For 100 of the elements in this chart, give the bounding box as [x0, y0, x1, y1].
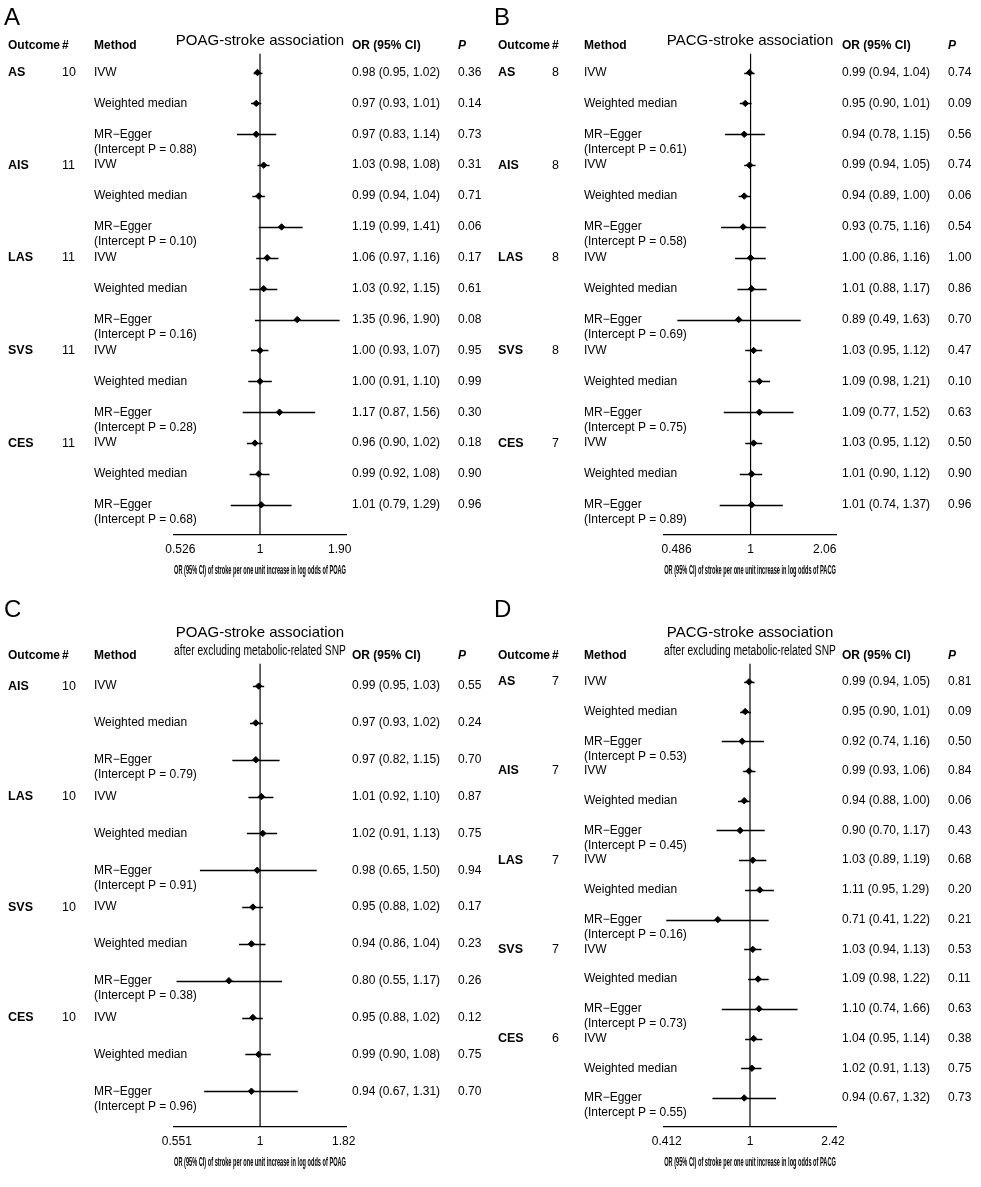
x-tick-label: 1 [746, 1133, 754, 1148]
text: 8 [552, 64, 559, 79]
point [256, 377, 264, 386]
text: 0.81 [948, 674, 972, 689]
y-tick-label: MR−Egger (Intercept P = 0.28) [94, 404, 197, 434]
text: 0.17 [458, 250, 482, 265]
text: 0.26 [458, 973, 482, 988]
x-axis-title: OR (95% CI) of stroke per one unit increase in log odds of POAG [174, 563, 346, 577]
data-label: 0.99 (0.94, 1.04) [842, 64, 931, 79]
point [249, 1013, 257, 1022]
text: Outcome [8, 38, 61, 53]
data-label: 0.99 (0.90, 1.08) [352, 1046, 441, 1061]
text: 10 [62, 678, 76, 693]
data-label: 0.95 (0.90, 1.01) [842, 95, 931, 110]
y-tick-label: IVW [584, 250, 608, 265]
text: 7 [552, 852, 559, 867]
y-tick-label: IVW [94, 64, 118, 79]
y-tick-label: MR−Egger (Intercept P = 0.16) [584, 911, 687, 941]
text: AIS [498, 157, 519, 172]
text: 0.95 [458, 342, 482, 357]
y-tick-label: IVW [584, 342, 608, 357]
chart-subtitle: after excluding metabolic-related SNP [664, 641, 836, 659]
text: 7 [552, 941, 559, 956]
text: 7 [552, 435, 559, 450]
x-axis-title: OR (95% CI) of stroke per one unit increase in log odds of PACG [664, 563, 836, 577]
text: 10 [62, 1010, 76, 1025]
data-label: 0.98 (0.95, 1.02) [352, 64, 441, 79]
text: AS [498, 674, 516, 689]
y-tick-label: MR−Egger (Intercept P = 0.73) [584, 1001, 687, 1031]
text: CES [8, 435, 34, 450]
point [734, 315, 743, 324]
y-tick-label: MR−Egger (Intercept P = 0.69) [584, 311, 687, 341]
y-tick-label: IVW [94, 678, 118, 693]
y-tick-label: Weighted median [584, 703, 678, 718]
text: 0.71 [458, 188, 482, 203]
text: 0.47 [948, 342, 972, 357]
text: 0.99 [458, 373, 482, 388]
data-label: 1.03 (0.94, 1.13) [842, 941, 931, 956]
point [257, 792, 266, 801]
text: B [494, 2, 511, 30]
data-label: 1.03 (0.92, 1.15) [352, 281, 441, 296]
y-tick-label: MR−Egger (Intercept P = 0.88) [94, 126, 197, 156]
x-tick-label: 0.551 [161, 1133, 193, 1148]
x-tick-label: 0.486 [661, 541, 692, 556]
text: 8 [552, 342, 559, 357]
text: P [458, 648, 467, 663]
text: 0.55 [458, 678, 482, 693]
text: C [4, 594, 22, 622]
data-label: 1.00 (0.93, 1.07) [352, 342, 441, 357]
point [740, 130, 748, 138]
chart-subtitle: after excluding metabolic-related SNP [174, 641, 346, 659]
y-tick-label: IVW [584, 157, 608, 172]
data-label: 0.96 (0.90, 1.02) [352, 435, 441, 450]
text: AIS [498, 763, 519, 778]
text: Method [584, 648, 627, 663]
y-tick-label: IVW [584, 674, 608, 689]
data-label: 0.94 (0.86, 1.04) [352, 936, 441, 951]
chart-title: POAG-stroke association [175, 31, 345, 49]
text: 10 [62, 64, 76, 79]
text: # [62, 38, 69, 53]
text: 11 [62, 157, 76, 172]
y-tick-label: Weighted median [94, 281, 188, 296]
text: 0.53 [948, 941, 972, 956]
y-tick-label: IVW [94, 342, 118, 357]
point [736, 826, 744, 835]
text: 11 [62, 342, 76, 357]
point [755, 1005, 763, 1013]
data-label: 1.03 (0.89, 1.19) [842, 852, 931, 867]
text: LAS [498, 250, 523, 265]
point [247, 940, 256, 948]
point [747, 501, 756, 509]
text: Method [94, 38, 137, 53]
point [254, 1050, 263, 1059]
y-tick-label: IVW [584, 64, 608, 79]
text: 0.61 [458, 281, 482, 296]
point [754, 975, 762, 983]
text: AS [8, 64, 26, 79]
y-tick-label: MR−Egger (Intercept P = 0.38) [94, 973, 197, 1003]
data-label: 0.99 (0.94, 1.04) [352, 188, 441, 203]
y-tick-label: MR−Egger (Intercept P = 0.55) [584, 1090, 687, 1120]
x-axis-title: OR (95% CI) of stroke per one unit increase in log odds of PACG [664, 1155, 836, 1169]
text: 0.06 [458, 219, 482, 234]
point [756, 886, 764, 894]
x-tick-label: 0.526 [165, 541, 196, 556]
text: 0.75 [458, 825, 482, 840]
text: P [948, 648, 957, 663]
text: CES [498, 1030, 524, 1045]
data-label: 0.89 (0.49, 1.63) [842, 311, 931, 326]
y-tick-label: Weighted median [94, 825, 188, 840]
y-tick-label: IVW [584, 435, 608, 450]
y-tick-label: MR−Egger (Intercept P = 0.53) [584, 733, 687, 763]
text: OR (95% CI) [352, 648, 421, 663]
text: 0.70 [458, 752, 482, 767]
y-tick-label: Weighted median [584, 281, 678, 296]
point [755, 408, 764, 416]
data-label: 0.99 (0.94, 1.05) [842, 674, 931, 689]
data-label: 1.01 (0.92, 1.10) [352, 788, 441, 803]
data-label: 1.06 (0.97, 1.16) [352, 250, 441, 265]
data-label: 0.97 (0.83, 1.14) [352, 126, 441, 141]
chart-title: PACG-stroke association [666, 31, 834, 49]
